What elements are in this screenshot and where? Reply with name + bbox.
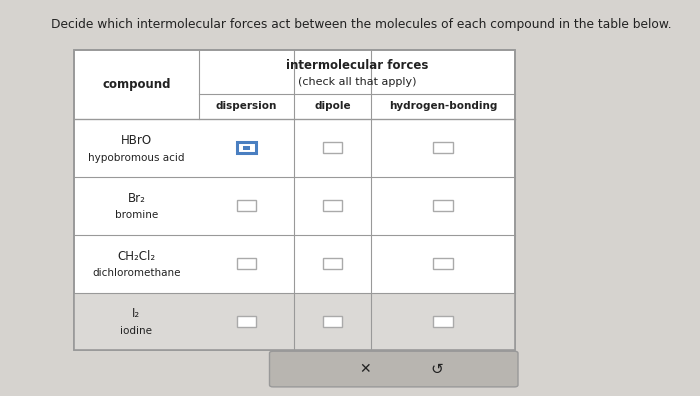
Bar [433,200,453,211]
Bar [74,293,514,350]
Bar [237,142,256,153]
Text: dichloromethane: dichloromethane [92,268,181,278]
Bar [323,316,342,327]
Text: bromine: bromine [115,210,158,221]
Text: ↺: ↺ [430,362,444,377]
Bar [237,258,256,269]
Bar [74,50,514,350]
FancyBboxPatch shape [270,351,518,387]
Bar [237,316,256,327]
Bar [323,142,342,153]
Text: CH₂Cl₂: CH₂Cl₂ [118,249,155,263]
Text: compound: compound [102,78,171,91]
Bar [433,316,453,327]
Text: hypobromous acid: hypobromous acid [88,152,185,162]
Bar [323,258,342,269]
Text: dispersion: dispersion [216,101,277,111]
Text: (check all that apply): (check all that apply) [298,76,416,87]
Bar [74,50,514,350]
Bar [323,200,342,211]
Bar [237,200,256,211]
Text: ✕: ✕ [359,362,370,376]
Text: Decide which intermolecular forces act between the molecules of each compound in: Decide which intermolecular forces act b… [51,18,672,31]
Bar [433,142,453,153]
Text: Br₂: Br₂ [127,192,146,205]
Text: HBrO: HBrO [121,134,152,147]
Text: intermolecular forces: intermolecular forces [286,59,428,72]
Text: iodine: iodine [120,326,153,336]
Text: dipole: dipole [314,101,351,111]
Bar [243,146,251,150]
Text: I₂: I₂ [132,307,141,320]
Bar [433,258,453,269]
Text: hydrogen-bonding: hydrogen-bonding [389,101,497,111]
